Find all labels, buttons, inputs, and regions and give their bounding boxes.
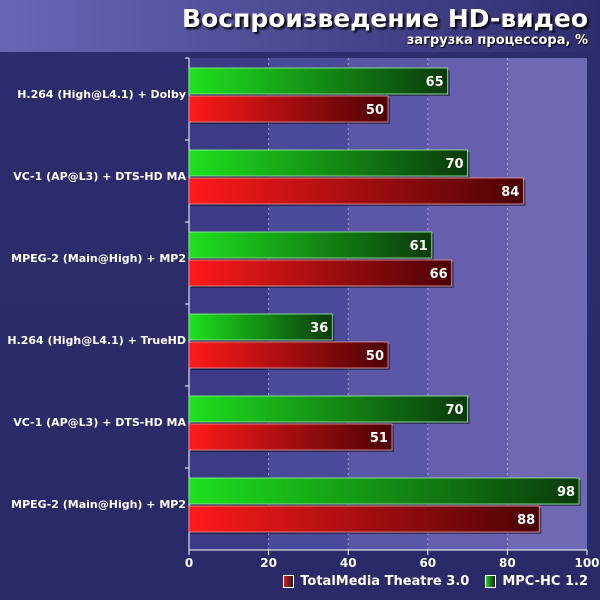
- data-label: 66: [430, 267, 448, 282]
- bar-totalmedia: [188, 95, 389, 123]
- chart-title: Воспроизведение HD-видео: [182, 4, 588, 33]
- bar-mpchc: [188, 67, 449, 95]
- data-label: 70: [446, 157, 464, 172]
- plot-band: [427, 58, 508, 550]
- data-label: 84: [501, 185, 519, 200]
- legend-item-mpchc: MPC-HC 1.2: [485, 574, 588, 589]
- data-label: 70: [446, 403, 464, 418]
- data-label: 51: [370, 431, 388, 446]
- category-label: VC-1 (AP@L3) + DTS-HD MA: [13, 170, 186, 183]
- bar-totalmedia: [188, 341, 389, 369]
- legend-item-totalmedia: TotalMedia Theatre 3.0: [283, 574, 469, 589]
- chart-subtitle: загрузка процессора, %: [406, 33, 588, 48]
- plot-band: [348, 58, 428, 550]
- data-label: 50: [366, 103, 384, 118]
- bar-totalmedia: [188, 259, 453, 287]
- category-label: H.264 (High@L4.1) + Dolby: [17, 88, 186, 101]
- plot-band: [189, 58, 269, 550]
- category-label: H.264 (High@L4.1) + TrueHD: [7, 334, 186, 347]
- data-label: 36: [310, 321, 328, 336]
- legend-swatch-mpchc: [485, 575, 497, 588]
- bar-totalmedia: [188, 177, 524, 205]
- bar-totalmedia: [188, 423, 393, 451]
- x-tick-label: 80: [499, 556, 516, 570]
- data-label: 65: [426, 75, 444, 90]
- category-label: MPEG-2 (Main@High) + MP2: [11, 252, 186, 265]
- bar-mpchc: [188, 149, 469, 177]
- legend-label-totalmedia: TotalMedia Theatre 3.0: [300, 574, 470, 589]
- bar-mpchc: [188, 477, 580, 505]
- x-tick-label: 0: [185, 556, 193, 570]
- category-label: VC-1 (AP@L3) + DTS-HD MA: [13, 416, 186, 429]
- data-label: 50: [366, 349, 384, 364]
- legend-swatch-totalmedia: [283, 575, 295, 588]
- legend-label-mpchc: MPC-HC 1.2: [502, 574, 588, 589]
- bar-totalmedia: [188, 505, 540, 533]
- data-label: 98: [557, 485, 575, 500]
- chart-legend: TotalMedia Theatre 3.0 MPC-HC 1.2: [267, 574, 588, 589]
- x-tick-label: 40: [340, 556, 357, 570]
- x-tick-label: 60: [419, 556, 436, 570]
- plot-band: [507, 58, 587, 550]
- bar-mpchc: [188, 313, 333, 341]
- category-label: MPEG-2 (Main@High) + MP2: [11, 498, 186, 511]
- title-band: [0, 0, 600, 52]
- bar-mpchc: [188, 395, 469, 423]
- data-label: 61: [410, 239, 428, 254]
- data-label: 88: [517, 513, 535, 528]
- x-tick-label: 20: [260, 556, 277, 570]
- plot-band: [268, 58, 349, 550]
- bar-mpchc: [188, 231, 433, 259]
- x-tick-label: 100: [574, 556, 599, 570]
